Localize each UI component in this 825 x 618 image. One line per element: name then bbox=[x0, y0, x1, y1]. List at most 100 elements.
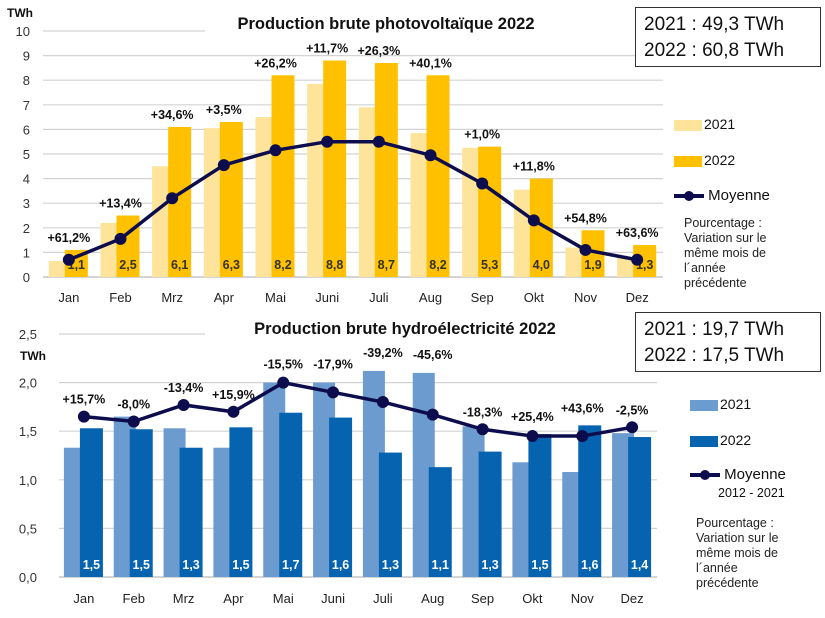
note-line: précédente bbox=[684, 276, 747, 290]
hydro-percent-change-label: -39,2% bbox=[363, 346, 403, 360]
pv-y-tick-label: 3 bbox=[23, 196, 30, 211]
hydro-bar-2022 bbox=[578, 425, 602, 577]
pv-legend-2021: 2021 bbox=[674, 116, 735, 132]
hydro-bar-value-label: 1,5 bbox=[83, 558, 100, 572]
hydro-average-point bbox=[576, 430, 589, 443]
pv-bar-2022 bbox=[581, 230, 605, 277]
pv-percent-change-label: +26,2% bbox=[254, 56, 297, 70]
hydro-legend-2021: 2021 bbox=[690, 396, 751, 412]
note-line: Pourcentage : bbox=[696, 516, 774, 530]
pv-average-point bbox=[476, 177, 489, 190]
hydro-average-point bbox=[177, 398, 190, 411]
pv-bar-2022 bbox=[374, 62, 398, 278]
pv-average-point bbox=[631, 253, 644, 266]
pv-x-tick-label: Feb bbox=[109, 290, 131, 305]
pv-percent-change-label: +61,2% bbox=[47, 231, 90, 245]
legend-label: Moyenne bbox=[708, 187, 770, 204]
legend-label: Moyenne bbox=[724, 466, 786, 483]
pv-percent-change-label: +26,3% bbox=[357, 44, 400, 58]
hydro-average-line bbox=[83, 380, 633, 438]
note-line: l´année bbox=[684, 261, 726, 275]
pv-bar-value-label: 8,7 bbox=[378, 258, 395, 272]
hydro-y-tick-label: 2,0 bbox=[19, 376, 37, 391]
hydro-chart-title: Production brute hydroélectricité 2022 bbox=[254, 320, 556, 338]
pv-percent-change-label: +11,8% bbox=[513, 160, 555, 174]
hydro-x-tick-label: Apr bbox=[223, 591, 244, 606]
pv-average-point bbox=[321, 135, 334, 148]
hydro-y-tick-label: 2,5 bbox=[19, 327, 37, 342]
pv-bar-2022 bbox=[116, 215, 140, 277]
pv-total-2021: 2021 : 49,3 TWh bbox=[644, 14, 785, 35]
hydro-x-tick-label: Mrz bbox=[173, 591, 195, 606]
pv-average-point bbox=[62, 253, 75, 266]
legend-swatch bbox=[690, 399, 718, 411]
pv-average-point bbox=[424, 149, 437, 162]
hydro-bar-2022 bbox=[179, 447, 203, 577]
hydro-bar-value-label: 1,5 bbox=[531, 558, 548, 572]
pv-percent-change-label: +3,5% bbox=[206, 103, 242, 117]
hydro-average-point bbox=[426, 408, 439, 421]
pv-x-tick-label: Juni bbox=[315, 290, 339, 305]
note-line: Variation sur le bbox=[684, 231, 767, 245]
pv-legend-avg: Moyenne bbox=[674, 187, 770, 204]
pv-x-tick-label: Apr bbox=[214, 290, 235, 305]
hydro-bar-value-label: 1,6 bbox=[581, 558, 598, 572]
pv-x-tick-label: Mai bbox=[265, 290, 286, 305]
pv-bar-2022 bbox=[633, 245, 657, 277]
pv-note: Pourcentage : Variation sur le même mois… bbox=[684, 216, 766, 291]
pv-x-tick-label: Dez bbox=[626, 290, 649, 305]
pv-bar-value-label: 8,8 bbox=[326, 258, 343, 272]
legend-line-marker bbox=[674, 191, 704, 202]
hydro-y-tick-label: 1,0 bbox=[19, 473, 37, 488]
pv-legend-2022: 2022 bbox=[674, 152, 735, 168]
hydro-bar-value-label: 1,4 bbox=[631, 558, 648, 572]
pv-y-tick-label: 10 bbox=[16, 24, 30, 39]
hydro-total-2022: 2022 : 17,5 TWh bbox=[644, 345, 785, 366]
hydro-x-tick-label: Nov bbox=[571, 591, 595, 606]
pv-average-point bbox=[114, 232, 127, 245]
hydro-x-tick-label: Dez bbox=[621, 591, 644, 606]
pv-percent-change-label: +63,6% bbox=[616, 226, 659, 240]
hydro-percent-change-label: -2,5% bbox=[616, 403, 649, 417]
pv-y-tick-label: 2 bbox=[23, 221, 30, 236]
legend-line-marker bbox=[690, 470, 720, 481]
legend-label: 2022 bbox=[720, 432, 752, 448]
pv-percent-change-label: +11,7% bbox=[306, 42, 348, 56]
pv-average-point bbox=[217, 159, 230, 172]
pv-y-tick-label: 4 bbox=[23, 172, 30, 187]
hydro-x-tick-label: Juli bbox=[373, 591, 393, 606]
hydro-bar-2022 bbox=[478, 451, 502, 577]
pv-average-point bbox=[372, 135, 385, 148]
pv-y-tick-label: 6 bbox=[23, 122, 30, 137]
pv-percent-change-label: +1,0% bbox=[464, 128, 500, 142]
hydro-bar-2022 bbox=[378, 452, 402, 577]
legend-label: 2021 bbox=[704, 116, 736, 132]
pv-average-point bbox=[166, 192, 179, 205]
hydro-x-tick-label: Okt bbox=[522, 591, 543, 606]
pv-percent-change-label: +34,6% bbox=[151, 108, 194, 122]
pv-x-tick-label: Sep bbox=[471, 290, 494, 305]
hydro-bar-value-label: 1,5 bbox=[133, 558, 150, 572]
hydro-bar-2022 bbox=[129, 429, 153, 577]
pv-bar-value-label: 8,2 bbox=[274, 258, 291, 272]
pv-y-axis-unit: TWh bbox=[7, 6, 33, 20]
hydro-bar-2022 bbox=[229, 427, 253, 577]
pv-bar-2022 bbox=[168, 126, 192, 277]
pv-x-tick-label: Mrz bbox=[161, 290, 183, 305]
pv-x-tick-label: Nov bbox=[574, 290, 598, 305]
hydro-total-2021: 2021 : 19,7 TWh bbox=[644, 319, 785, 340]
hydro-bar-value-label: 1,5 bbox=[232, 558, 249, 572]
hydro-percent-change-label: -45,6% bbox=[413, 348, 453, 362]
pv-bar-value-label: 2,5 bbox=[119, 258, 136, 272]
hydro-bar-2022 bbox=[528, 434, 552, 577]
hydro-bar-2022 bbox=[79, 428, 103, 577]
hydro-average-point bbox=[376, 396, 389, 409]
pv-y-tick-label: 0 bbox=[23, 270, 30, 285]
hydro-legend-avg: Moyenne bbox=[690, 466, 786, 483]
hydro-bar-value-label: 1,1 bbox=[432, 558, 449, 572]
legend-label: 2021 bbox=[720, 396, 752, 412]
pv-chart-title: Production brute photovoltaïque 2022 bbox=[237, 15, 534, 33]
pv-y-tick-label: 8 bbox=[23, 73, 30, 88]
